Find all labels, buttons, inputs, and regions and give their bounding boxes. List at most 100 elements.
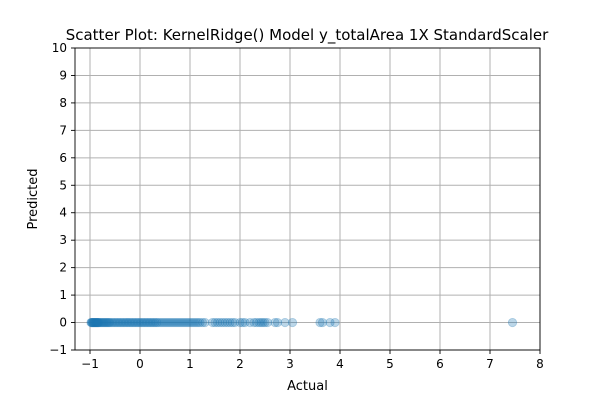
- data-point: [135, 317, 145, 328]
- data-point: [112, 317, 123, 328]
- data-point: [181, 317, 191, 328]
- data-point: [185, 317, 195, 328]
- data-point: [88, 317, 98, 328]
- data-point: [136, 317, 147, 328]
- data-point: [124, 317, 135, 328]
- data-point: [191, 317, 201, 328]
- data-point: [114, 317, 124, 328]
- data-point: [197, 317, 208, 328]
- data-point: [133, 317, 144, 328]
- data-point: [123, 317, 133, 328]
- data-point: [167, 317, 177, 328]
- data-point: [175, 317, 185, 328]
- data-point: [132, 317, 142, 328]
- data-point: [126, 317, 136, 328]
- data-point: [144, 317, 154, 328]
- data-point: [95, 317, 105, 328]
- data-point: [330, 317, 340, 328]
- data-point: [177, 317, 187, 328]
- y-tick-label: 9: [59, 68, 67, 82]
- data-point: [93, 317, 103, 328]
- data-point: [141, 317, 151, 328]
- data-point: [260, 317, 270, 328]
- data-point: [121, 317, 132, 328]
- data-point: [315, 317, 325, 328]
- data-point: [100, 317, 110, 328]
- data-point: [235, 317, 245, 328]
- data-point: [109, 317, 120, 328]
- data-point: [127, 317, 138, 328]
- data-point: [171, 317, 181, 328]
- data-point: [111, 317, 121, 328]
- data-point: [129, 317, 139, 328]
- data-point: [97, 317, 107, 328]
- data-point: [118, 317, 129, 328]
- data-point: [237, 317, 248, 328]
- data-point: [142, 317, 153, 328]
- data-point: [245, 317, 255, 328]
- y-tick-label: 7: [59, 123, 67, 137]
- data-point: [130, 317, 141, 328]
- y-tick-label: 0: [59, 316, 67, 330]
- data-point: [90, 317, 101, 328]
- data-point: [90, 317, 100, 328]
- x-tick-label: 0: [136, 357, 144, 371]
- y-tick-label: 4: [59, 206, 67, 220]
- data-point: [217, 317, 228, 328]
- data-point: [195, 317, 205, 328]
- data-point: [159, 317, 169, 328]
- data-point: [91, 317, 102, 328]
- data-point: [86, 317, 97, 328]
- data-point: [91, 317, 101, 328]
- data-point: [183, 317, 193, 328]
- data-point: [325, 317, 335, 328]
- x-tick-label: −1: [81, 357, 99, 371]
- data-point: [173, 317, 183, 328]
- data-point: [169, 317, 179, 328]
- data-point: [272, 317, 283, 328]
- data-point: [86, 317, 96, 328]
- data-point: [212, 317, 223, 328]
- y-tick-label: 5: [59, 178, 67, 192]
- plot-frame: [74, 47, 541, 351]
- data-point: [161, 317, 171, 328]
- data-point: [117, 317, 127, 328]
- data-point: [249, 317, 259, 328]
- data-point: [230, 317, 240, 328]
- data-point: [150, 317, 160, 328]
- data-point: [92, 317, 103, 328]
- data-point: [92, 317, 102, 328]
- data-point: [220, 317, 230, 328]
- y-tick-label: 3: [59, 233, 67, 247]
- data-point: [189, 317, 199, 328]
- data-point: [287, 317, 298, 328]
- data-point: [227, 317, 238, 328]
- data-point: [99, 317, 109, 328]
- data-point: [102, 317, 112, 328]
- data-point: [270, 317, 280, 328]
- data-point: [210, 317, 220, 328]
- y-tick-label: 6: [59, 151, 67, 165]
- data-point: [193, 317, 203, 328]
- data-point: [507, 317, 518, 328]
- x-tick-label: 7: [486, 357, 494, 371]
- data-point: [94, 317, 104, 328]
- x-tick-label: 4: [336, 357, 344, 371]
- data-point: [153, 317, 163, 328]
- data-point: [101, 317, 111, 328]
- data-point: [215, 317, 225, 328]
- data-point: [105, 317, 115, 328]
- x-tick-label: 6: [436, 357, 444, 371]
- data-point: [89, 317, 100, 328]
- y-axis-label: Predicted: [26, 168, 41, 229]
- data-point: [258, 317, 268, 328]
- x-tick-label: 1: [186, 357, 194, 371]
- data-point: [139, 317, 150, 328]
- data-points: [86, 317, 518, 328]
- data-point: [89, 317, 99, 328]
- data-point: [240, 317, 250, 328]
- data-point: [256, 317, 266, 328]
- data-point: [200, 317, 210, 328]
